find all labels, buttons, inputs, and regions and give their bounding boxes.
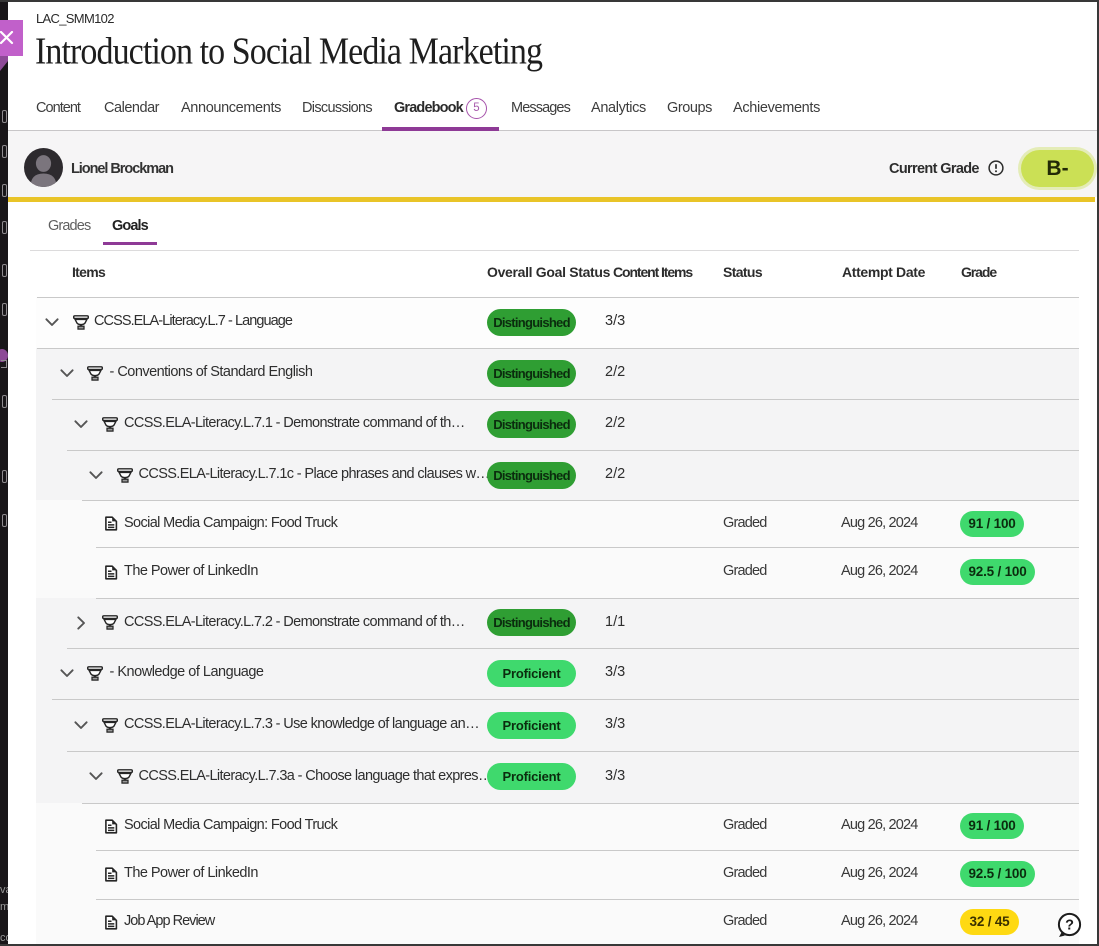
- svg-text:?: ?: [1065, 918, 1074, 934]
